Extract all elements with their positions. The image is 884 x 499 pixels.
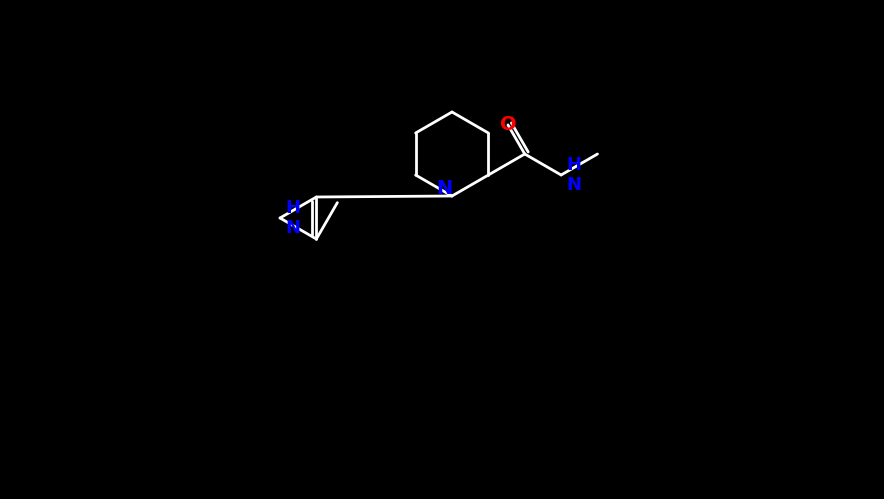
Text: O: O bbox=[499, 115, 516, 134]
Text: N: N bbox=[436, 179, 452, 198]
Text: H
N: H N bbox=[285, 199, 300, 238]
Text: H
N: H N bbox=[566, 156, 581, 195]
